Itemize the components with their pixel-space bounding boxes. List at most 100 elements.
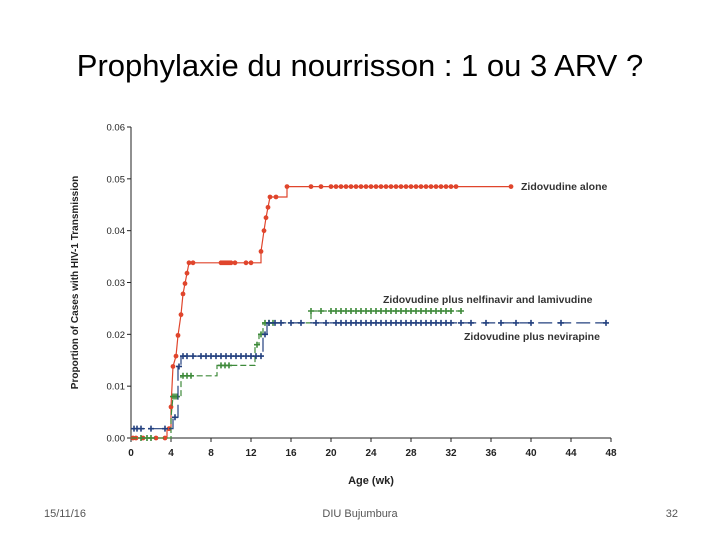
footer-center-text: DIU Bujumbura	[322, 508, 398, 520]
series-point	[138, 425, 144, 432]
series-point	[253, 353, 259, 360]
series-point	[261, 228, 267, 234]
series-point	[453, 184, 459, 190]
series-point	[498, 319, 504, 326]
series-point	[378, 308, 384, 315]
series-point	[172, 393, 178, 400]
series-point	[418, 319, 424, 326]
series-point	[413, 184, 419, 190]
series-point	[178, 312, 184, 318]
series-1	[130, 184, 514, 441]
series-point	[272, 319, 278, 326]
series-point	[443, 184, 449, 190]
series-point	[166, 426, 172, 432]
series-point	[408, 319, 414, 326]
series-point	[398, 319, 404, 326]
series-point	[222, 260, 228, 266]
x-tick-label: 28	[405, 448, 417, 459]
series-point	[162, 435, 168, 441]
series-point	[232, 260, 238, 266]
series-point	[318, 184, 324, 190]
series-point	[180, 291, 186, 297]
series-point	[358, 184, 364, 190]
series-point	[140, 435, 146, 441]
series-point	[262, 331, 268, 338]
series-point	[418, 184, 424, 190]
series-point	[368, 184, 374, 190]
series-point	[333, 184, 339, 190]
series-point	[403, 184, 409, 190]
series-point	[348, 319, 354, 326]
series-point	[438, 308, 444, 315]
x-tick-label: 0	[128, 448, 134, 459]
series-point	[203, 353, 209, 360]
series-point	[363, 308, 369, 315]
series-point	[558, 319, 564, 326]
series-point	[222, 362, 228, 369]
series-point	[328, 308, 334, 315]
series-point	[190, 353, 196, 360]
series-point	[228, 353, 234, 360]
x-tick-label: 12	[245, 448, 257, 459]
series-point	[180, 372, 186, 379]
series-point	[224, 260, 230, 266]
series-line	[131, 310, 461, 439]
series-point	[267, 194, 273, 200]
series-point	[288, 319, 294, 326]
series-point	[170, 393, 176, 400]
series-point	[130, 435, 136, 441]
series-point	[343, 308, 349, 315]
series-point	[148, 425, 154, 432]
series-point	[248, 353, 254, 360]
series-point	[348, 308, 354, 315]
series-point	[353, 184, 359, 190]
y-tick-label: 0.04	[107, 226, 126, 237]
series-point	[182, 281, 188, 286]
x-tick-label: 4	[168, 448, 174, 459]
slide-title: Prophylaxie du nourrisson : 1 ou 3 ARV ?	[76, 48, 644, 83]
series-point	[278, 319, 284, 326]
x-tick-label: 36	[485, 448, 497, 459]
series-point	[134, 425, 140, 432]
series-point	[328, 184, 334, 190]
series-point	[262, 319, 268, 326]
chart-axes: 0.000.010.020.030.040.050.060 4 8 12 16 20 24 2…	[70, 123, 617, 488]
series-point	[263, 215, 269, 221]
series-point	[233, 353, 239, 360]
series-point	[270, 319, 276, 326]
series-point	[378, 184, 384, 190]
y-tick-label: 0.06	[107, 123, 126, 134]
series-point	[148, 435, 154, 441]
series-point	[243, 353, 249, 360]
series-point	[468, 319, 474, 326]
series-point	[180, 353, 186, 360]
series-point	[254, 341, 260, 348]
x-axis-label: Age (wk)	[348, 475, 394, 487]
series-point	[423, 319, 429, 326]
series-point	[186, 260, 192, 266]
series-point	[353, 308, 359, 315]
series-point	[368, 308, 374, 315]
series-point	[438, 184, 444, 190]
series-point	[218, 362, 224, 369]
series-point	[388, 184, 394, 190]
series-point	[184, 353, 190, 360]
series-point	[433, 319, 439, 326]
x-tick-label: 48	[605, 448, 617, 459]
series-point	[408, 184, 414, 190]
series-point	[308, 308, 314, 315]
series-point	[308, 184, 314, 190]
series-point	[313, 319, 319, 326]
series-point	[403, 319, 409, 326]
series-point	[393, 308, 399, 315]
series-point	[373, 184, 379, 190]
series-point	[358, 319, 364, 326]
series-point	[393, 319, 399, 326]
series-point	[413, 308, 419, 315]
series-point	[388, 319, 394, 326]
series-point	[162, 425, 168, 432]
series-2	[131, 308, 464, 441]
series-point	[273, 194, 279, 200]
series-point	[458, 308, 464, 315]
series-point	[323, 319, 329, 326]
